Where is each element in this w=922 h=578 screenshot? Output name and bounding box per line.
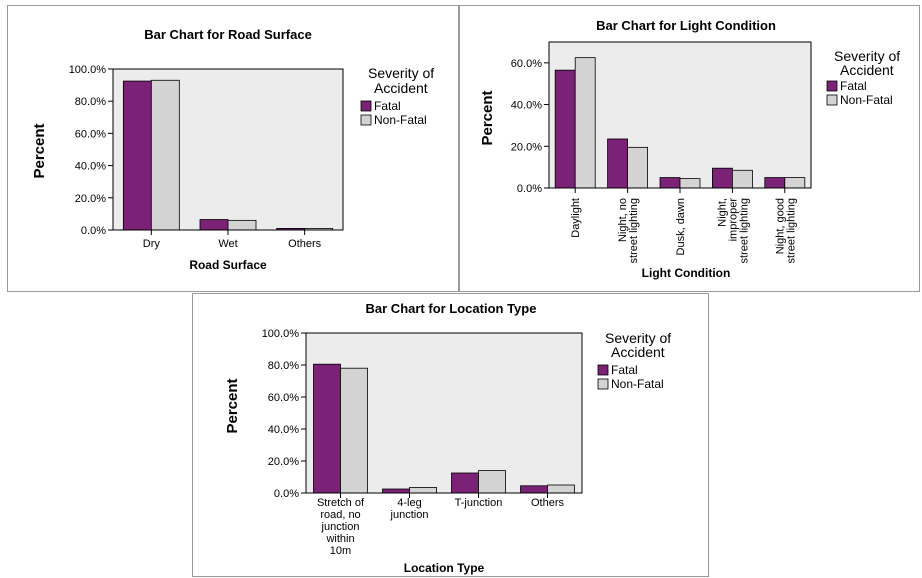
x-tick-label: Night, nostreet lighting [617,198,640,263]
y-tick-label: 40.0% [511,100,542,112]
bar-fatal-1 [382,488,410,494]
location-type-chart-panel: 0.0% 20.0% 40.0% 60.0% 80.0% 100.0% Stretch of… [192,293,709,577]
light-condition-chart-panel: 0.0% 20.0% 40.0% 60.0% Daylight Night, nostre… [459,5,920,292]
x-tick-label: T-junction [455,497,503,509]
legend-entry-non-fatal: Non-Fatal [840,93,893,107]
bar-non-fatal-0 [150,79,180,231]
x-axis-title: Road Surface [189,258,267,272]
legend-title-line: Accident [840,62,894,78]
x-tick-label: Stretch of road, no junction within 10m [317,497,365,557]
legend-title-line: Severity of [834,48,900,64]
x-tick-label: 4-leg junction [390,497,429,521]
legend-swatch-fatal [826,80,838,92]
chart-title: Bar Chart for Light Condition [596,18,776,33]
x-tick-label: Dusk, dawn [675,198,687,255]
bar-non-fatal-2 [679,178,701,189]
x-tick-label: Wet [218,238,237,250]
x-tick-label: Dry [143,238,161,250]
y-axis-title: Percent [31,123,48,178]
y-tick-label: 100.0% [262,328,300,340]
legend-swatch-fatal [360,100,372,112]
legend-title-line: Accident [611,344,665,360]
legend-entry-fatal: Fatal [611,363,638,377]
legend-swatch-fatal [597,364,609,376]
y-tick-label: 60.0% [268,392,299,404]
y-tick-label: 60.0% [75,128,106,140]
legend-entry-fatal: Fatal [840,79,867,93]
bar-fatal-0 [313,363,341,494]
bar-non-fatal-3 [547,484,575,494]
y-tick-label: 20.0% [268,456,299,468]
x-tick-label: Others [288,238,322,250]
y-tick-label: 20.0% [511,141,542,153]
bar-non-fatal-3 [731,169,753,189]
x-axis-title: Light Condition [642,266,731,280]
location-type-chart: 0.0% 20.0% 40.0% 60.0% 80.0% 100.0% Stretch of… [224,301,671,575]
light-condition-chart: 0.0% 20.0% 40.0% 60.0% Daylight Night, nostre… [479,18,900,280]
bar-fatal-1 [607,138,629,189]
bar-fatal-0 [554,69,576,189]
y-tick-label: 80.0% [75,96,106,108]
y-tick-label: 0.0% [81,225,106,237]
y-tick-label: 0.0% [517,183,542,195]
y-tick-label: 40.0% [75,161,106,173]
road-surface-chart: 0.0% 20.0% 40.0% 60.0% 80.0% 100.0% Dry Wet Othe… [31,27,434,272]
y-tick-label: 40.0% [268,424,299,436]
legend-title-line: Severity of [605,330,671,346]
bar-non-fatal-4 [784,177,806,189]
y-axis-title: Percent [479,90,496,145]
y-tick-label: 100.0% [69,64,107,76]
legend-swatch-non-fatal [597,378,609,390]
legend-swatch-non-fatal [826,94,838,106]
legend-swatch-non-fatal [360,114,372,126]
x-axis-title: Location Type [404,561,485,575]
bar-non-fatal-0 [340,367,368,494]
bar-non-fatal-1 [627,146,649,189]
x-tick-label: Others [531,497,565,509]
chart-title: Bar Chart for Location Type [366,301,537,316]
bar-fatal-3 [520,485,548,494]
bar-fatal-2 [451,472,479,494]
bar-non-fatal-1 [409,486,437,494]
legend-entry-non-fatal: Non-Fatal [374,113,427,127]
legend-title-line: Severity of [368,65,434,81]
legend-entry-non-fatal: Non-Fatal [611,377,664,391]
bar-fatal-1 [199,219,229,231]
bar-fatal-3 [711,167,733,189]
y-axis-title: Percent [224,378,241,433]
y-tick-label: 0.0% [274,488,299,500]
bar-non-fatal-2 [478,470,506,494]
bar-fatal-2 [659,177,681,189]
bar-fatal-0 [122,80,152,231]
bar-non-fatal-0 [574,57,596,189]
y-tick-label: 80.0% [268,360,299,372]
chart-title: Bar Chart for Road Surface [144,27,312,42]
bar-fatal-4 [764,177,786,189]
x-tick-label: Night, goodstreet lighting [774,198,797,263]
y-tick-label: 20.0% [75,193,106,205]
bar-non-fatal-1 [227,219,257,231]
legend-entry-fatal: Fatal [374,99,401,113]
x-tick-label: Night,improperstreet lighting [716,198,750,264]
legend-title-line: Accident [374,80,428,96]
road-surface-chart-panel: 0.0% 20.0% 40.0% 60.0% 80.0% 100.0% Dry Wet Othe… [7,5,459,292]
y-tick-label: 60.0% [511,58,542,70]
x-tick-label: Daylight [570,198,582,238]
